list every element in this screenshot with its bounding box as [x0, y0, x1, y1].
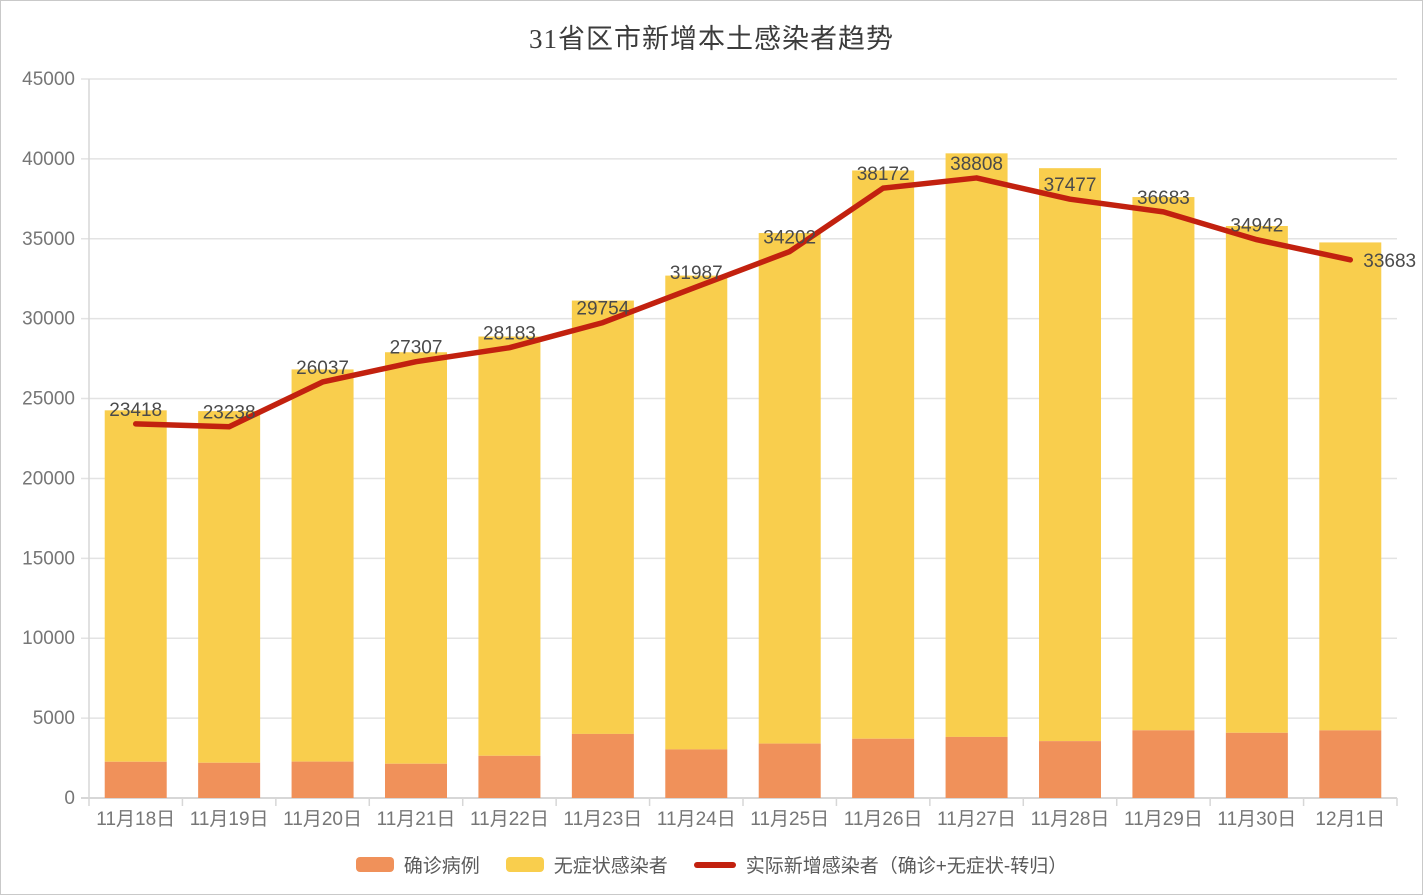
bar-segment-confirmed — [198, 762, 261, 798]
x-axis-label: 12月1日 — [1315, 809, 1385, 830]
bar-segment-confirmed — [104, 761, 167, 798]
bar-segment-asymptomatic — [1039, 168, 1101, 742]
data-label: 34202 — [763, 228, 816, 249]
data-label: 33683 — [1363, 251, 1416, 272]
bar-segment-asymptomatic — [571, 300, 634, 734]
bar-segment-confirmed — [758, 743, 821, 798]
y-axis-label: 25000 — [22, 389, 75, 410]
data-label: 37477 — [1044, 175, 1097, 196]
bar-segment-confirmed — [1319, 730, 1382, 798]
y-axis-label: 5000 — [33, 708, 75, 729]
bar-segment-confirmed — [852, 738, 915, 798]
bar-segment-confirmed — [385, 763, 447, 798]
chart-title: 31省区市新增本土感染者趋势 — [529, 24, 894, 54]
legend-label-confirmed: 确诊病例 — [403, 856, 480, 877]
y-axis-label: 30000 — [22, 309, 75, 330]
bar-segment-confirmed — [478, 755, 541, 798]
y-axis-label: 45000 — [22, 69, 75, 90]
bar-segment-confirmed — [665, 749, 728, 798]
data-label: 28183 — [483, 324, 536, 345]
data-label: 27307 — [390, 338, 443, 359]
x-axis-label: 11月20日 — [283, 809, 362, 830]
data-label: 34942 — [1230, 216, 1283, 237]
data-label: 29754 — [576, 299, 629, 320]
x-axis-label: 11月23日 — [563, 809, 642, 830]
data-label: 38172 — [857, 164, 910, 185]
bar-segment-confirmed — [945, 736, 1008, 798]
bar-segment-confirmed — [1132, 730, 1195, 798]
x-axis-label: 11月22日 — [470, 809, 549, 830]
x-axis-label: 11月30日 — [1217, 809, 1296, 830]
bar-segment-confirmed — [1225, 732, 1288, 798]
y-axis-label: 0 — [64, 788, 75, 809]
y-axis-label: 35000 — [22, 229, 75, 250]
bar-segment-asymptomatic — [385, 352, 447, 764]
data-label: 36683 — [1137, 188, 1190, 209]
bar-segment-asymptomatic — [758, 233, 821, 744]
legend-item-confirmed[interactable]: 确诊病例 — [355, 851, 480, 878]
data-label: 26037 — [296, 358, 349, 379]
data-label: 23418 — [109, 400, 162, 421]
legend: 确诊病例 无症状感染者 实际新增感染者（确诊+无症状-转归） — [1, 851, 1422, 878]
x-axis-label: 11月27日 — [937, 809, 1016, 830]
x-axis-label: 11月18日 — [96, 809, 175, 830]
x-axis-label: 11月29日 — [1124, 809, 1203, 830]
x-axis-label: 11月25日 — [750, 809, 829, 830]
bar-segment-confirmed — [1039, 741, 1101, 798]
x-axis-label: 11月24日 — [657, 809, 736, 830]
data-label: 31987 — [670, 263, 723, 284]
trend-line — [132, 175, 1354, 430]
y-axis-label: 10000 — [22, 628, 75, 649]
x-axis-label: 11月19日 — [190, 809, 269, 830]
data-label: 23238 — [203, 403, 256, 424]
y-axis-label: 40000 — [22, 149, 75, 170]
data-label: 38808 — [950, 154, 1003, 175]
bar-segment-asymptomatic — [665, 275, 728, 750]
bar-segment-confirmed — [571, 733, 634, 798]
legend-item-actual-line[interactable]: 实际新增感染者（确诊+无症状-转归） — [693, 851, 1068, 878]
bar-segment-asymptomatic — [104, 410, 167, 762]
bar-segment-confirmed — [291, 761, 354, 798]
bar-segment-asymptomatic — [1225, 225, 1288, 733]
legend-label-asymptomatic: 无症状感染者 — [553, 856, 668, 877]
confirmed-swatch — [355, 857, 394, 872]
bar-segment-asymptomatic — [198, 411, 261, 763]
bar-segment-asymptomatic — [478, 336, 541, 756]
y-axis-label: 15000 — [22, 548, 75, 569]
asymptomatic-swatch — [505, 857, 544, 872]
bar-segment-asymptomatic — [1319, 242, 1382, 731]
x-axis-label: 11月26日 — [844, 809, 923, 830]
x-axis-label: 11月21日 — [377, 809, 456, 830]
bar-segment-asymptomatic — [852, 170, 915, 739]
x-axis-label: 11月28日 — [1031, 809, 1110, 830]
y-axis-label: 20000 — [22, 468, 75, 489]
bar-segment-asymptomatic — [291, 369, 354, 762]
bar-segment-asymptomatic — [1132, 197, 1195, 731]
trend-line-swatch — [693, 861, 736, 868]
bar-segment-asymptomatic — [945, 153, 1008, 737]
legend-label-actual-line: 实际新增感染者（确诊+无症状-转归） — [745, 856, 1068, 877]
legend-item-asymptomatic[interactable]: 无症状感染者 — [505, 851, 668, 878]
